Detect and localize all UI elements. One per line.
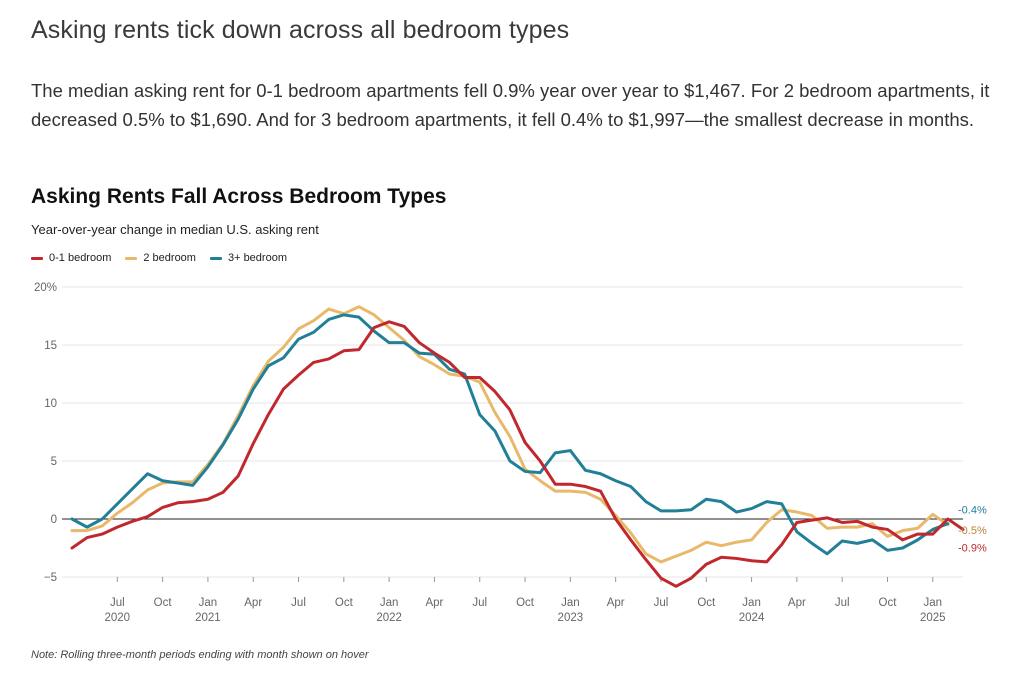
x-tick-label: Jul: [835, 597, 850, 609]
chart-title: Asking Rents Fall Across Bedroom Types: [31, 185, 447, 208]
end-labels: -0.9% -0.5% -0.4%: [958, 505, 987, 555]
x-tick-label: Oct: [154, 597, 173, 609]
x-tick-label: Apr: [244, 597, 262, 609]
chart-legend: 0-1 bedroom 2 bedroom 3+ bedroom: [31, 252, 287, 264]
x-axis: Jul 2020 Oct Jan 2021 Apr Jul Oct Jan 2022 Apr Jul O…: [105, 577, 946, 624]
x-tick-label: Jan: [199, 597, 218, 609]
series-lines: [70, 305, 965, 588]
end-label-3-bedroom: -0.4%: [958, 505, 987, 517]
y-tick-label: 15: [44, 340, 57, 352]
x-tick-label: Oct: [879, 597, 898, 609]
lede-paragraph: The median asking rent for 0-1 bedroom a…: [31, 80, 990, 130]
x-tick-label: Oct: [335, 597, 354, 609]
page-headline: Asking rents tick down across all bedroo…: [31, 16, 570, 44]
end-label-0-1-bedroom: -0.9%: [958, 542, 987, 554]
x-tick-label: Apr: [607, 597, 625, 609]
chart-note: Note: Rolling three-month periods ending…: [31, 649, 369, 661]
x-tick-label: Jul: [472, 597, 487, 609]
line-chart[interactable]: 20% 15 10 5 0 −5 Jul 2020 Oct Jan 2021 Apr Jul Oct Ja…: [0, 270, 1025, 648]
y-tick-label: 20%: [34, 282, 57, 294]
y-tick-label: 5: [51, 456, 57, 468]
y-tick-label: 10: [44, 398, 57, 410]
x-tick-year: 2021: [195, 612, 221, 624]
x-tick-label: Jan: [380, 597, 399, 609]
x-tick-label: Jul: [654, 597, 669, 609]
y-tick-label: 0: [51, 514, 57, 526]
x-tick-label: Oct: [697, 597, 716, 609]
x-tick-label: Jan: [561, 597, 580, 609]
x-tick-year: 2025: [920, 612, 946, 624]
x-tick-year: 2022: [376, 612, 402, 624]
x-tick-label: Oct: [516, 597, 535, 609]
x-tick-label: Jul: [291, 597, 306, 609]
x-tick-label: Apr: [425, 597, 443, 609]
chart-subtitle: Year-over-year change in median U.S. ask…: [31, 222, 319, 237]
series-line-0-1-bedroom[interactable]: [70, 320, 965, 588]
x-tick-year: 2023: [558, 612, 584, 624]
x-tick-year: 2024: [739, 612, 765, 624]
legend-swatch: [125, 256, 138, 260]
legend-label: 0-1 bedroom: [49, 252, 112, 264]
series-line-3-bedroom[interactable]: [70, 313, 950, 556]
y-tick-label: −5: [44, 572, 57, 584]
legend-swatch: [31, 256, 43, 260]
end-label-2-bedroom: -0.5%: [958, 525, 987, 537]
x-tick-label: Jan: [742, 597, 761, 609]
x-tick-label: Apr: [788, 597, 806, 609]
legend-item-0-1-bedroom[interactable]: 0-1 bedroom: [31, 252, 111, 264]
legend-swatch: [209, 256, 222, 260]
legend-item-3-plus-bedroom[interactable]: 3+ bedroom: [209, 252, 287, 264]
gridlines: 20% 15 10 5 0 −5: [34, 282, 963, 584]
legend-label: 2 bedroom: [143, 252, 196, 264]
x-tick-label: Jul: [110, 597, 125, 609]
x-tick-year: 2020: [105, 612, 131, 624]
legend-label: 3+ bedroom: [227, 252, 287, 264]
legend-item-2-bedroom[interactable]: 2 bedroom: [125, 252, 196, 264]
x-tick-label: Jan: [924, 597, 943, 609]
